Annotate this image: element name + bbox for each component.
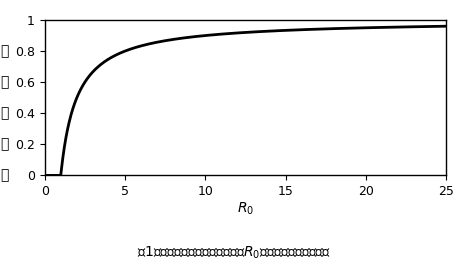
Text: 率: 率 bbox=[0, 168, 9, 182]
Text: 寄: 寄 bbox=[0, 106, 9, 120]
Text: 必: 必 bbox=[0, 44, 9, 58]
X-axis label: $R_0$: $R_0$ bbox=[237, 201, 254, 217]
Text: 図1．害虫の世代あたり増殖率（$R_0$）と必要寄生率の関係: 図1．害虫の世代あたり増殖率（$R_0$）と必要寄生率の関係 bbox=[137, 245, 332, 261]
Text: 生: 生 bbox=[0, 137, 9, 151]
Text: 要: 要 bbox=[0, 75, 9, 89]
